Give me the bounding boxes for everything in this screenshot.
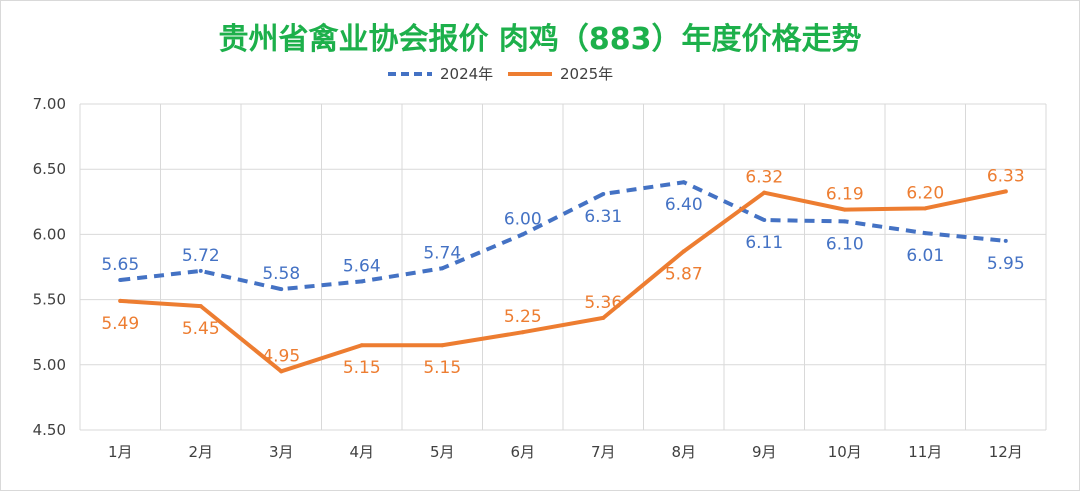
x-tick-label: 6月 (510, 443, 535, 461)
x-axis: 1月 2月 3月 4月 5月 6月 7月 8月 9月 10月 11月 12月 (108, 443, 1023, 461)
data-point (279, 369, 284, 374)
data-label: 4.95 (262, 346, 300, 366)
data-point (842, 207, 847, 212)
data-label: 6.40 (665, 195, 703, 215)
x-tick-label: 3月 (269, 443, 294, 461)
y-axis: 4.50 5.00 5.50 6.00 6.50 7.00 (33, 95, 66, 439)
data-label: 5.95 (987, 254, 1025, 274)
data-point (601, 191, 606, 196)
y-tick-label: 5.00 (33, 356, 66, 374)
data-point (681, 249, 686, 254)
data-point (440, 266, 445, 271)
x-tick-label: 5月 (430, 443, 455, 461)
data-label: 5.15 (423, 358, 461, 378)
x-tick-label: 8月 (671, 443, 696, 461)
series-line-2025 (118, 189, 1008, 374)
y-tick-label: 4.50 (33, 421, 66, 439)
data-point (923, 206, 928, 211)
legend: 2024年 2025年 (388, 65, 613, 83)
data-point (198, 268, 203, 273)
data-point (1003, 189, 1008, 194)
legend-label: 2025年 (560, 65, 613, 83)
data-point (681, 180, 686, 185)
data-point (1003, 238, 1008, 243)
data-point (359, 343, 364, 348)
data-label: 6.10 (826, 234, 864, 254)
data-label: 5.58 (262, 264, 300, 284)
data-label: 6.32 (745, 168, 783, 188)
chart-title: 贵州省禽业协会报价 肉鸡（883）年度价格走势 (218, 22, 861, 57)
data-label: 5.25 (504, 307, 542, 327)
data-point (520, 232, 525, 237)
data-label: 6.11 (745, 233, 783, 253)
y-tick-label: 7.00 (33, 95, 66, 113)
data-point (118, 298, 123, 303)
data-point (762, 218, 767, 223)
data-label: 5.49 (101, 314, 139, 334)
data-point (520, 330, 525, 335)
data-label: 6.01 (906, 246, 944, 266)
x-tick-label: 7月 (591, 443, 616, 461)
data-point (198, 304, 203, 309)
data-label: 5.74 (423, 243, 461, 263)
data-label: 5.64 (343, 256, 381, 276)
data-label: 6.33 (987, 166, 1025, 186)
data-label: 6.00 (504, 209, 542, 229)
gridlines (79, 103, 1047, 431)
series-line-2024 (120, 180, 1006, 292)
y-tick-label: 6.00 (33, 225, 66, 243)
x-tick-label: 11月 (908, 443, 942, 461)
x-tick-label: 1月 (108, 443, 133, 461)
legend-label: 2024年 (440, 65, 493, 83)
data-label: 5.65 (101, 255, 139, 275)
data-point (440, 343, 445, 348)
data-point (762, 190, 767, 195)
data-point (359, 279, 364, 284)
y-tick-label: 6.50 (33, 160, 66, 178)
data-label: 6.20 (906, 183, 944, 203)
x-tick-label: 10月 (828, 443, 862, 461)
x-tick-label: 9月 (752, 443, 777, 461)
data-point (118, 278, 123, 283)
data-labels: 5.65 5.72 5.58 5.64 5.74 6.00 6.31 6.40 6.11 6.10… (101, 166, 1024, 378)
x-tick-label: 2月 (188, 443, 213, 461)
data-label: 5.15 (343, 358, 381, 378)
series-lines (118, 180, 1008, 374)
data-point (279, 287, 284, 292)
x-tick-label: 12月 (989, 443, 1023, 461)
data-label: 5.72 (182, 246, 220, 266)
data-point (842, 219, 847, 224)
y-tick-label: 5.50 (33, 291, 66, 309)
data-point (923, 231, 928, 236)
data-label: 6.19 (826, 185, 864, 205)
x-tick-label: 4月 (349, 443, 374, 461)
data-label: 5.36 (584, 293, 622, 313)
data-label: 5.45 (182, 319, 220, 339)
data-point (601, 315, 606, 320)
data-label: 6.31 (584, 207, 622, 227)
data-label: 5.87 (665, 264, 703, 284)
